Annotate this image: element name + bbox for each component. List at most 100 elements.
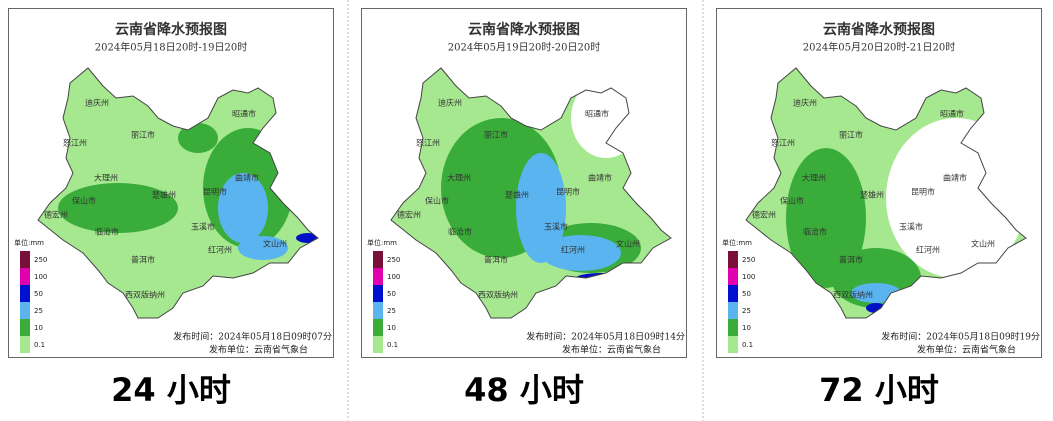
city-label: 昭通市 [940,109,964,119]
city-label: 德宏州 [397,210,421,220]
city-label: 德宏州 [44,210,68,220]
city-label: 红河州 [561,245,585,255]
city-label: 临沧市 [95,227,119,237]
city-label: 大理州 [447,173,471,183]
city-label: 临沧市 [448,227,472,237]
publisher: 发布单位：云南省气象台 [917,344,1016,356]
caption: 72 小时 [819,371,939,409]
city-label: 怒江州 [416,138,440,148]
map-title: 云南省降水预报图 [468,21,580,38]
city-label: 玉溪市 [191,222,215,232]
legend-swatch [20,302,30,319]
rain-area [786,148,866,288]
publisher: 发布单位：云南省气象台 [562,344,661,356]
city-label: 楚雄州 [505,190,529,200]
city-label: 普洱市 [131,255,155,265]
legend-swatch [20,268,30,285]
city-label: 昭通市 [585,109,609,119]
publish-time: 发布时间：2024年05月18日09时14分 [526,331,685,343]
city-label: 曲靖市 [588,173,612,183]
legend-unit: 单位:mm [722,238,752,247]
caption: 48 小时 [464,371,584,409]
legend-label: 25 [387,307,396,315]
legend-label: 100 [742,273,755,281]
province-border [745,67,1027,319]
legend-swatch [20,319,30,336]
legend-swatch [373,285,383,302]
city-label: 玉溪市 [544,222,568,232]
rain-area [238,236,288,260]
province-border [390,67,672,319]
city-label: 怒江州 [63,138,87,148]
map-subtitle: 2024年05月20日20时-21日20时 [803,41,955,54]
legend-label: 0.1 [34,341,45,349]
rain-area [58,183,178,233]
legend-unit: 单位:mm [367,238,397,247]
city-label: 曲靖市 [235,173,259,183]
legend-swatch [20,251,30,268]
rain-areas [58,123,318,260]
city-label: 大理州 [802,173,826,183]
city-label: 玉溪市 [899,222,923,232]
legend-label: 0.1 [742,341,753,349]
legend-swatch [373,251,383,268]
legend-label: 10 [742,324,751,332]
rain-areas [441,78,641,283]
rain-area [516,153,566,263]
legend-label: 250 [742,256,755,264]
legend-label: 10 [34,324,43,332]
city-label: 迪庆州 [438,98,462,108]
legend-label: 25 [742,307,751,315]
map-title: 云南省降水预报图 [115,21,227,38]
legend-swatch [373,336,383,353]
city-label: 西双版纳州 [125,290,165,300]
map-title: 云南省降水预报图 [823,21,935,38]
city-label: 曲靖市 [943,173,967,183]
city-label: 普洱市 [839,255,863,265]
legend-label: 0.1 [387,341,398,349]
city-label: 楚雄州 [152,190,176,200]
legend-swatch [728,336,738,353]
city-label: 文山州 [616,239,640,249]
publish-time: 发布时间：2024年05月18日09时07分 [173,331,332,343]
city-label: 文山州 [971,239,995,249]
city-label: 西双版纳州 [478,290,518,300]
city-label: 普洱市 [484,255,508,265]
map-subtitle: 2024年05月18日20时-19日20时 [95,41,247,54]
city-label: 昆明市 [556,187,580,197]
legend-label: 50 [742,290,751,298]
legend-label: 25 [34,307,43,315]
city-label: 保山市 [780,196,804,206]
city-label: 昭通市 [232,109,256,119]
legend-label: 50 [34,290,43,298]
rain-area [218,173,268,243]
legend-swatch [728,319,738,336]
city-label: 迪庆州 [85,98,109,108]
city-label: 临沧市 [803,227,827,237]
city-label: 昆明市 [911,187,935,197]
city-label: 红河州 [208,245,232,255]
city-label: 丽江市 [839,130,863,140]
publish-time: 发布时间：2024年05月18日09时19分 [881,331,1040,343]
city-label: 红河州 [916,245,940,255]
legend-label: 250 [387,256,400,264]
city-label: 丽江市 [484,130,508,140]
city-label: 保山市 [72,196,96,206]
legend-unit: 单位:mm [14,238,44,247]
province-border [37,67,319,319]
legend-swatch [373,268,383,285]
legend-label: 100 [387,273,400,281]
legend-swatch [728,268,738,285]
city-label: 丽江市 [131,130,155,140]
legend-label: 100 [34,273,47,281]
publisher: 发布单位：云南省气象台 [209,344,308,356]
city-label: 文山州 [263,239,287,249]
legend-swatch [20,285,30,302]
legend-swatch [728,251,738,268]
legend-swatch [728,302,738,319]
legend-swatch [20,336,30,353]
